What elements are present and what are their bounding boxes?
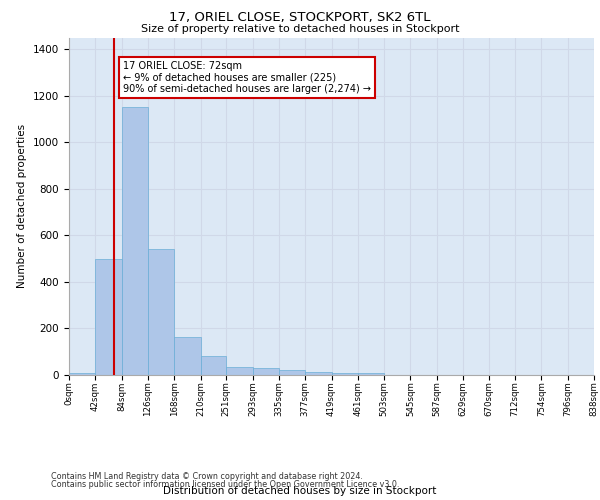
Text: Distribution of detached houses by size in Stockport: Distribution of detached houses by size … [163, 486, 437, 496]
Bar [253, 368, 279, 375]
Text: Size of property relative to detached houses in Stockport: Size of property relative to detached ho… [141, 24, 459, 34]
Bar [69, 372, 95, 375]
Bar [148, 250, 174, 375]
Bar [279, 370, 305, 375]
Bar [200, 356, 226, 375]
Text: 17 ORIEL CLOSE: 72sqm
← 9% of detached houses are smaller (225)
90% of semi-deta: 17 ORIEL CLOSE: 72sqm ← 9% of detached h… [123, 61, 371, 94]
Bar [95, 258, 122, 375]
Bar [174, 336, 200, 375]
Bar [332, 372, 358, 375]
Y-axis label: Number of detached properties: Number of detached properties [17, 124, 28, 288]
Text: Contains public sector information licensed under the Open Government Licence v3: Contains public sector information licen… [51, 480, 400, 489]
Text: 17, ORIEL CLOSE, STOCKPORT, SK2 6TL: 17, ORIEL CLOSE, STOCKPORT, SK2 6TL [169, 12, 431, 24]
Bar [122, 108, 148, 375]
Bar [305, 372, 332, 375]
Bar [226, 367, 253, 375]
Text: Contains HM Land Registry data © Crown copyright and database right 2024.: Contains HM Land Registry data © Crown c… [51, 472, 363, 481]
Bar [358, 372, 384, 375]
